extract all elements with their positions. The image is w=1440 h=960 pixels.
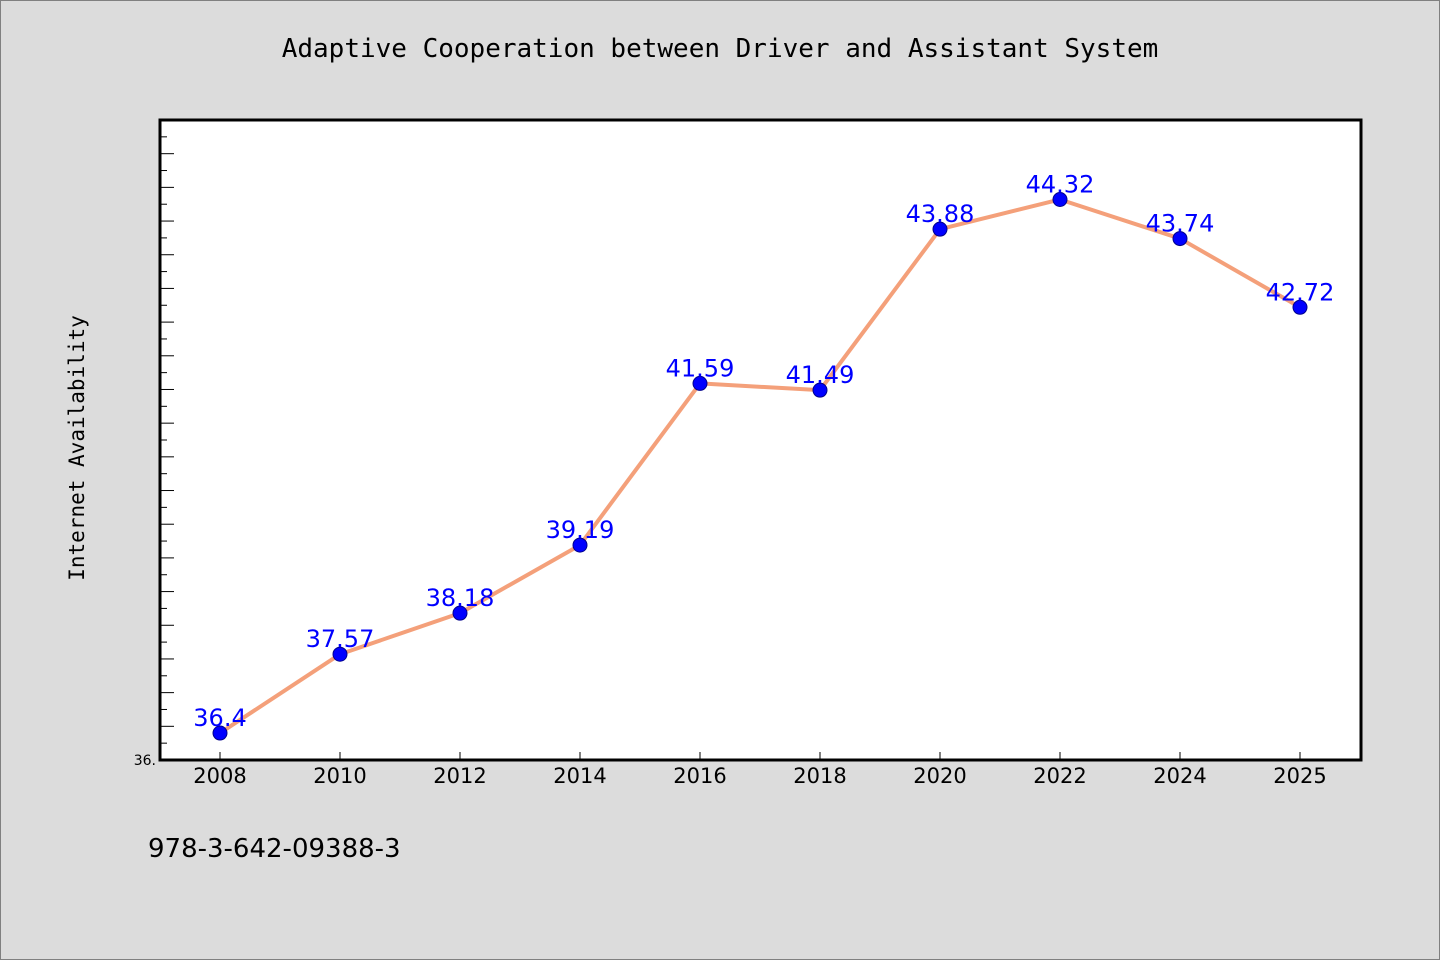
x-tick-label: 2012 <box>433 764 486 788</box>
series-line <box>218 197 1302 736</box>
data-point <box>692 375 708 391</box>
chart-title: Adaptive Cooperation between Driver and … <box>281 34 1159 64</box>
data-point <box>572 537 588 553</box>
plot-area <box>160 120 1361 760</box>
data-point <box>212 725 228 741</box>
data-point <box>332 646 348 662</box>
data-label: 36.4 <box>193 704 246 732</box>
footer-isbn: 978-3-642-09388-3 <box>148 834 401 864</box>
y-origin-label: 36. <box>134 753 156 769</box>
data-point <box>812 382 828 398</box>
data-label: 39.19 <box>546 516 615 544</box>
data-point <box>1052 191 1068 207</box>
data-point <box>452 605 468 621</box>
data-label: 43.74 <box>1146 210 1215 238</box>
data-point <box>1172 231 1188 247</box>
x-tick-label: 2020 <box>913 764 966 788</box>
data-label: 42.72 <box>1266 278 1335 306</box>
x-tick-label: 2018 <box>793 764 846 788</box>
data-label: 44.32 <box>1026 170 1095 198</box>
x-tick-label: 2016 <box>673 764 726 788</box>
x-tick-label: 2022 <box>1033 764 1086 788</box>
x-tick-label: 2025 <box>1273 764 1326 788</box>
x-tick-label: 2008 <box>193 764 246 788</box>
data-label: 41.59 <box>666 354 735 382</box>
y-axis-label: Internet Availability <box>65 315 89 581</box>
plot-border <box>158 118 1363 762</box>
x-tick-label: 2014 <box>553 764 606 788</box>
data-label: 37.57 <box>306 625 375 653</box>
data-label: 41.49 <box>786 361 855 389</box>
data-point <box>932 221 948 237</box>
x-tick-label: 2024 <box>1153 764 1206 788</box>
data-label: 43.88 <box>906 200 975 228</box>
data-label: 38.18 <box>426 584 495 612</box>
data-point <box>1292 299 1308 315</box>
x-tick-label: 2010 <box>313 764 366 788</box>
